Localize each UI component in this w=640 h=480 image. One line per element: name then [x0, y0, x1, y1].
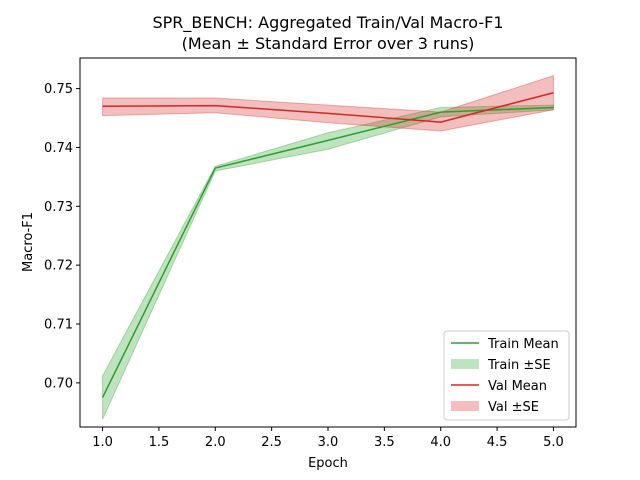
y-tick-label: 0.71	[44, 318, 73, 333]
legend-train-mean-label: Train Mean	[487, 337, 559, 352]
x-tick-label: 2.0	[205, 435, 226, 450]
y-tick-label: 0.70	[44, 376, 73, 391]
train-mean-line	[101, 106, 554, 398]
x-tick-label: 1.0	[92, 435, 113, 450]
y-tick-label: 0.75	[44, 82, 73, 97]
y-tick-label: 0.73	[44, 200, 73, 215]
legend-box	[443, 330, 570, 421]
train-mean-se-band	[102, 104, 554, 420]
x-tick-label: 5.0	[543, 435, 564, 450]
chart-title: SPR_BENCH: Aggregated Train/Val Macro-F1	[153, 13, 504, 33]
x-axis-label: Epoch	[308, 456, 348, 471]
val-mean-line	[102, 91, 554, 123]
y-tick-label: 0.74	[44, 141, 73, 156]
x-tick-label: 3.0	[318, 435, 339, 450]
x-tick-label: 3.5	[374, 435, 395, 450]
legend-val-se-swatch	[451, 401, 479, 411]
x-tick-label: 4.5	[487, 435, 508, 450]
plot-area	[101, 74, 554, 420]
legend-val-mean-label: Val Mean	[488, 379, 547, 394]
x-tick-label: 4.0	[430, 435, 451, 450]
legend: Train Mean Train ±SE Val Mean Val ±SE	[443, 330, 570, 421]
legend-train-se-swatch	[451, 359, 479, 369]
val-mean-se-band	[102, 74, 554, 132]
x-axis: 1.0 1.5 2.0 2.5 3.0 3.5 4.0 4.5 5.0	[92, 427, 564, 450]
y-tick-label: 0.72	[44, 259, 73, 274]
legend-train-se-label: Train ±SE	[487, 358, 551, 373]
x-tick-label: 1.5	[149, 435, 170, 450]
chart-subtitle: (Mean ± Standard Error over 3 runs)	[182, 34, 475, 53]
y-axis: 0.70 0.71 0.72 0.73 0.74 0.75	[44, 82, 80, 391]
legend-val-se-label: Val ±SE	[488, 400, 539, 415]
x-tick-label: 2.5	[261, 435, 282, 450]
y-axis-label: Macro-F1	[21, 212, 36, 272]
